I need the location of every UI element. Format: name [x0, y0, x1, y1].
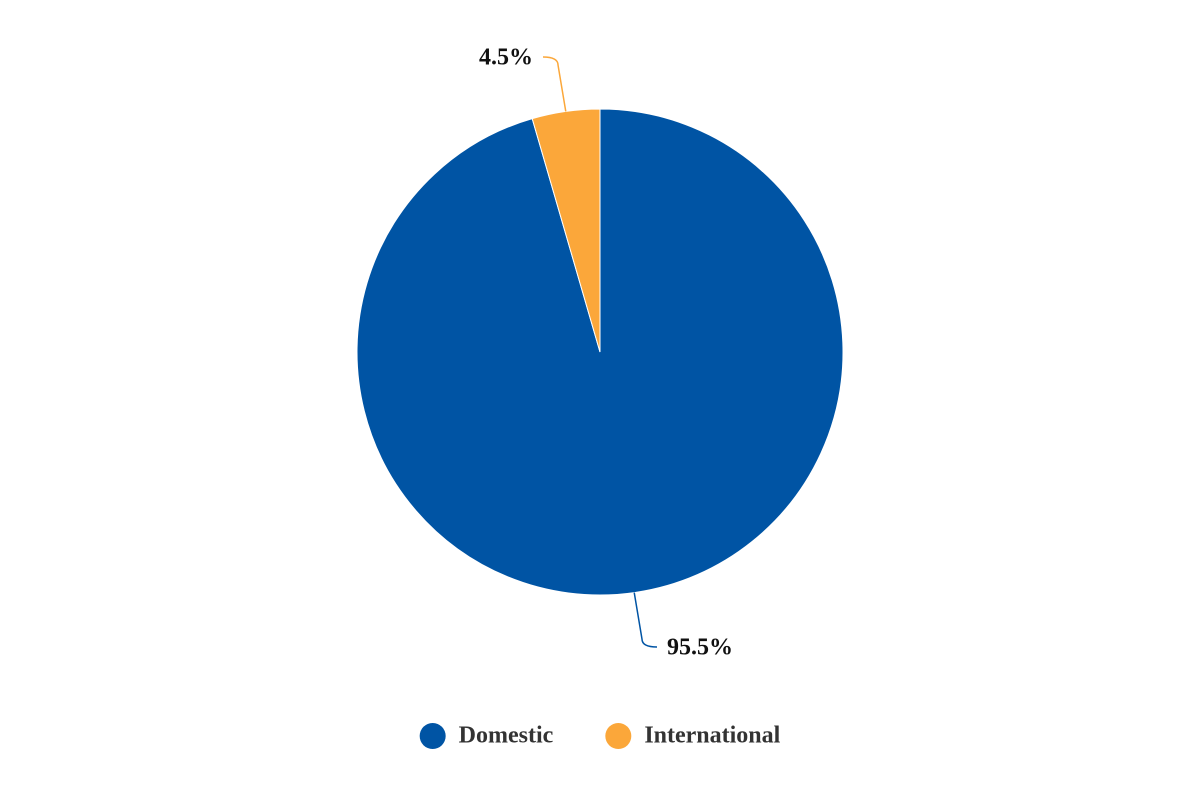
- leader-line: [543, 56, 567, 112]
- value-label: 4.5%: [479, 44, 533, 70]
- legend: Domestic International: [419, 723, 781, 749]
- legend-text: International: [644, 723, 780, 749]
- leader-line: [633, 592, 657, 648]
- value-label: 95.5%: [667, 635, 733, 661]
- legend-marker: [419, 723, 446, 749]
- legend-text: Domestic: [459, 723, 554, 749]
- pie-slice: [531, 108, 601, 353]
- legend-marker: [605, 723, 632, 749]
